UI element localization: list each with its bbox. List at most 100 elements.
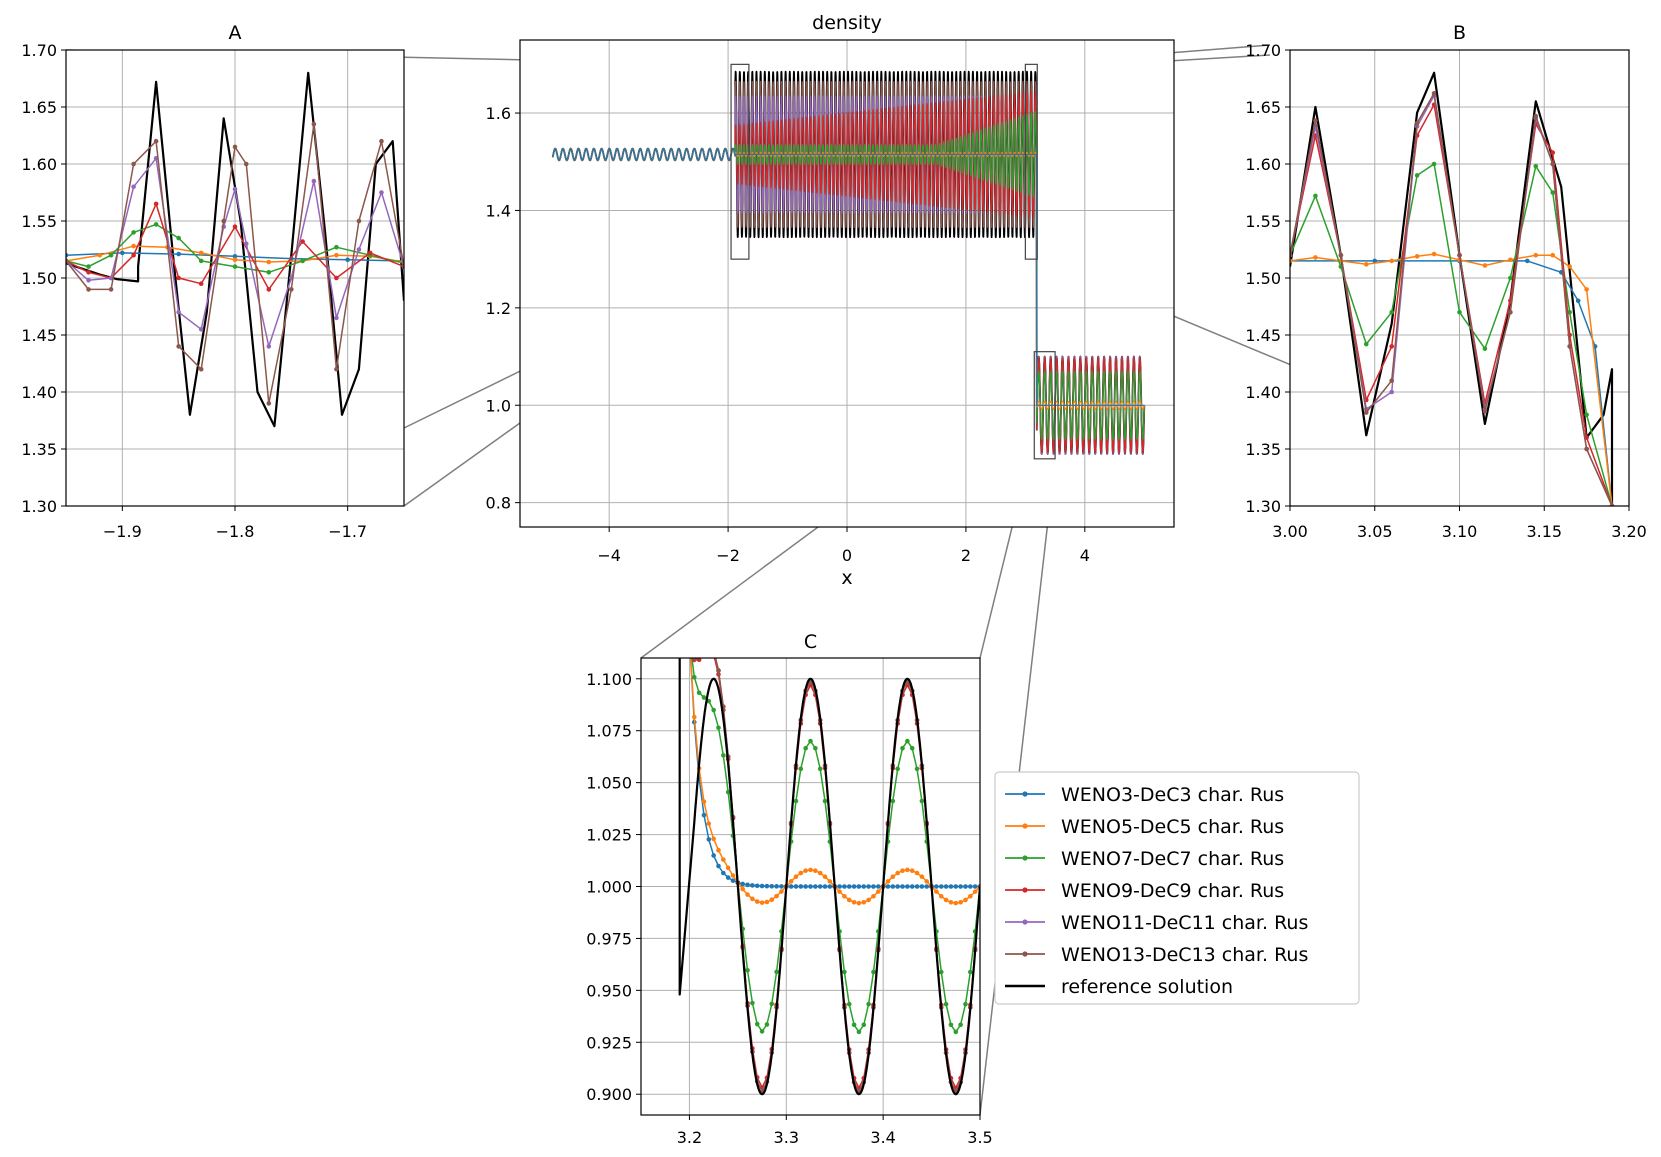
weno7-dec7-char-rus-point <box>948 1022 954 1028</box>
weno3-dec3-char-rus-point <box>948 884 954 889</box>
weno13-dec13-char-rus-point <box>1389 378 1394 383</box>
weno3-dec3-char-rus-point <box>890 884 896 889</box>
series-group <box>1290 71 1615 506</box>
weno5-dec5-char-rus-point <box>943 897 949 903</box>
weno5-dec5-char-rus-point <box>691 714 697 720</box>
weno3-dec3-char-rus-point <box>958 884 963 889</box>
weno3-dec3-char-rus-point <box>851 884 857 889</box>
x-tick-label: 3.3 <box>774 1128 799 1147</box>
weno7-dec7-char-rus-point <box>798 766 804 772</box>
weno3-dec3-char-rus-point <box>725 875 731 880</box>
weno13-dec13-char-rus-point <box>1431 91 1437 96</box>
weno7-dec7-char-rus-point <box>721 753 726 758</box>
weno3-dec3-char-rus-point <box>764 883 770 889</box>
legend-marker <box>1022 823 1028 829</box>
weno13-dec13-char-rus-point <box>1457 252 1462 258</box>
x-tick-label: 3.5 <box>967 1128 992 1147</box>
weno5-dec5-char-rus-point <box>866 897 871 903</box>
weno7-dec7-char-rus-point <box>764 1022 770 1027</box>
weno5-dec5-char-rus-point <box>1567 264 1572 269</box>
weno7-dec7-char-rus-point <box>769 1001 775 1007</box>
legend-entry: WENO3-DeC3 char. Rus <box>1005 784 1284 806</box>
weno13-dec13-char-rus-point <box>1533 113 1539 119</box>
weno9-dec9-char-rus-point <box>232 224 238 229</box>
weno3-dec3-char-rus-point <box>1575 298 1581 304</box>
weno13-dec13-char-rus-point <box>221 218 227 224</box>
y-tick-label: 1.050 <box>586 774 632 793</box>
legend-entry: WENO5-DeC5 char. Rus <box>1005 816 1284 838</box>
weno7-dec7-char-rus-point <box>711 707 716 713</box>
weno13-dec13-char-rus-point <box>707 642 712 647</box>
weno7-dec7-char-rus-point <box>938 969 944 975</box>
weno3-dec3-char-rus-point <box>730 878 736 883</box>
weno5-dec5-char-rus-point <box>716 847 721 853</box>
weno5-dec5-char-rus-point <box>803 868 808 873</box>
zoom-panel-a: −1.9 −1.8 −1.7 1.30 1.35 1.40 1.45 1.50 1.55 1.60… <box>21 22 405 541</box>
weno5-dec5-char-rus-point <box>958 900 963 905</box>
y-tick-label: 0.975 <box>586 929 632 948</box>
weno7-dec7-char-rus-point <box>1550 190 1556 195</box>
weno5-dec5-char-rus-point <box>769 897 775 903</box>
series-group <box>678 642 980 1096</box>
weno13-dec13-char-rus-point <box>356 218 362 224</box>
weno3-dec3-char-rus-point <box>876 884 881 889</box>
y-tick-label: 1.60 <box>21 155 57 174</box>
weno13-dec13-char-rus-point <box>1482 409 1488 414</box>
weno11-dec11-char-rus-point <box>1389 389 1394 395</box>
weno7-dec7-char-rus-point <box>861 1022 867 1028</box>
weno3-dec3-char-rus-point <box>866 884 871 889</box>
weno13-dec13-char-rus-point <box>86 287 91 292</box>
y-tick-label: 1.6 <box>486 104 511 123</box>
y-tick-label: 1.65 <box>1245 98 1281 117</box>
legend-label: WENO9-DeC9 char. Rus <box>1061 880 1284 902</box>
legend-marker <box>1022 887 1028 893</box>
weno3-dec3-char-rus-point <box>837 884 842 889</box>
weno7-dec7-char-rus-point <box>725 789 731 795</box>
y-tick-label: 1.075 <box>586 722 632 741</box>
weno5-dec5-char-rus-point <box>706 821 712 826</box>
weno9-dec9-char-rus-point <box>176 275 181 281</box>
x-tick-label: −1.9 <box>103 522 142 541</box>
weno5-dec5-char-rus-point <box>895 870 900 876</box>
x-tick-label: −4 <box>597 546 621 565</box>
weno13-dec13-char-rus-point <box>1338 252 1344 258</box>
weno3-dec3-char-rus-point <box>769 883 775 889</box>
weno13-dec13-char-rus-point <box>691 658 697 661</box>
weno9-dec9-char-rus-point <box>1389 344 1394 349</box>
weno5-dec5-char-rus-point <box>808 867 813 873</box>
weno9-dec9-char-rus-point <box>86 270 91 275</box>
weno7-dec7-char-rus-point <box>822 798 828 804</box>
weno3-dec3-char-rus-point <box>938 884 944 889</box>
plot-frame <box>1289 49 1630 507</box>
weno5-dec5-char-rus-point <box>934 889 939 894</box>
weno7-dec7-char-rus-point <box>793 798 799 804</box>
weno3-dec3-char-rus-line <box>552 148 1145 406</box>
legend-marker <box>1022 791 1028 797</box>
weno3-dec3-char-rus-point <box>953 884 959 889</box>
weno7-dec7-char-rus-point <box>1457 309 1462 315</box>
weno7-dec7-char-rus-point <box>86 264 91 269</box>
weno7-dec7-char-rus-point <box>953 1029 959 1035</box>
x-tick-label: 3.4 <box>870 1128 895 1147</box>
weno5-dec5-char-rus-point <box>779 889 784 894</box>
panel-title: density <box>812 12 882 34</box>
y-tick-label: 1.50 <box>21 269 57 288</box>
y-tick-label: 0.950 <box>586 981 632 1000</box>
weno11-dec11-char-rus-point <box>379 190 384 195</box>
legend-marker <box>1022 919 1028 925</box>
weno5-dec5-char-rus-point <box>232 257 238 263</box>
weno7-dec7-char-rus-point <box>958 1022 963 1028</box>
weno13-dec13-char-rus-point <box>289 287 294 292</box>
weno5-dec5-char-rus-point <box>1431 251 1437 257</box>
weno5-dec5-char-rus-point <box>938 893 944 899</box>
weno7-dec7-char-rus-point <box>1414 173 1420 178</box>
x-tick-label: 3.20 <box>1611 522 1647 541</box>
weno7-dec7-char-rus-point <box>1567 309 1572 315</box>
weno9-dec9-char-rus-point <box>131 252 136 258</box>
weno5-dec5-char-rus-point <box>745 892 750 897</box>
weno3-dec3-char-rus-point <box>914 884 920 889</box>
weno7-dec7-char-rus-point <box>803 745 808 751</box>
weno11-dec11-char-rus-point <box>334 315 339 321</box>
weno7-dec7-char-rus-point <box>890 798 896 804</box>
weno9-dec9-char-rus-point <box>711 652 716 657</box>
